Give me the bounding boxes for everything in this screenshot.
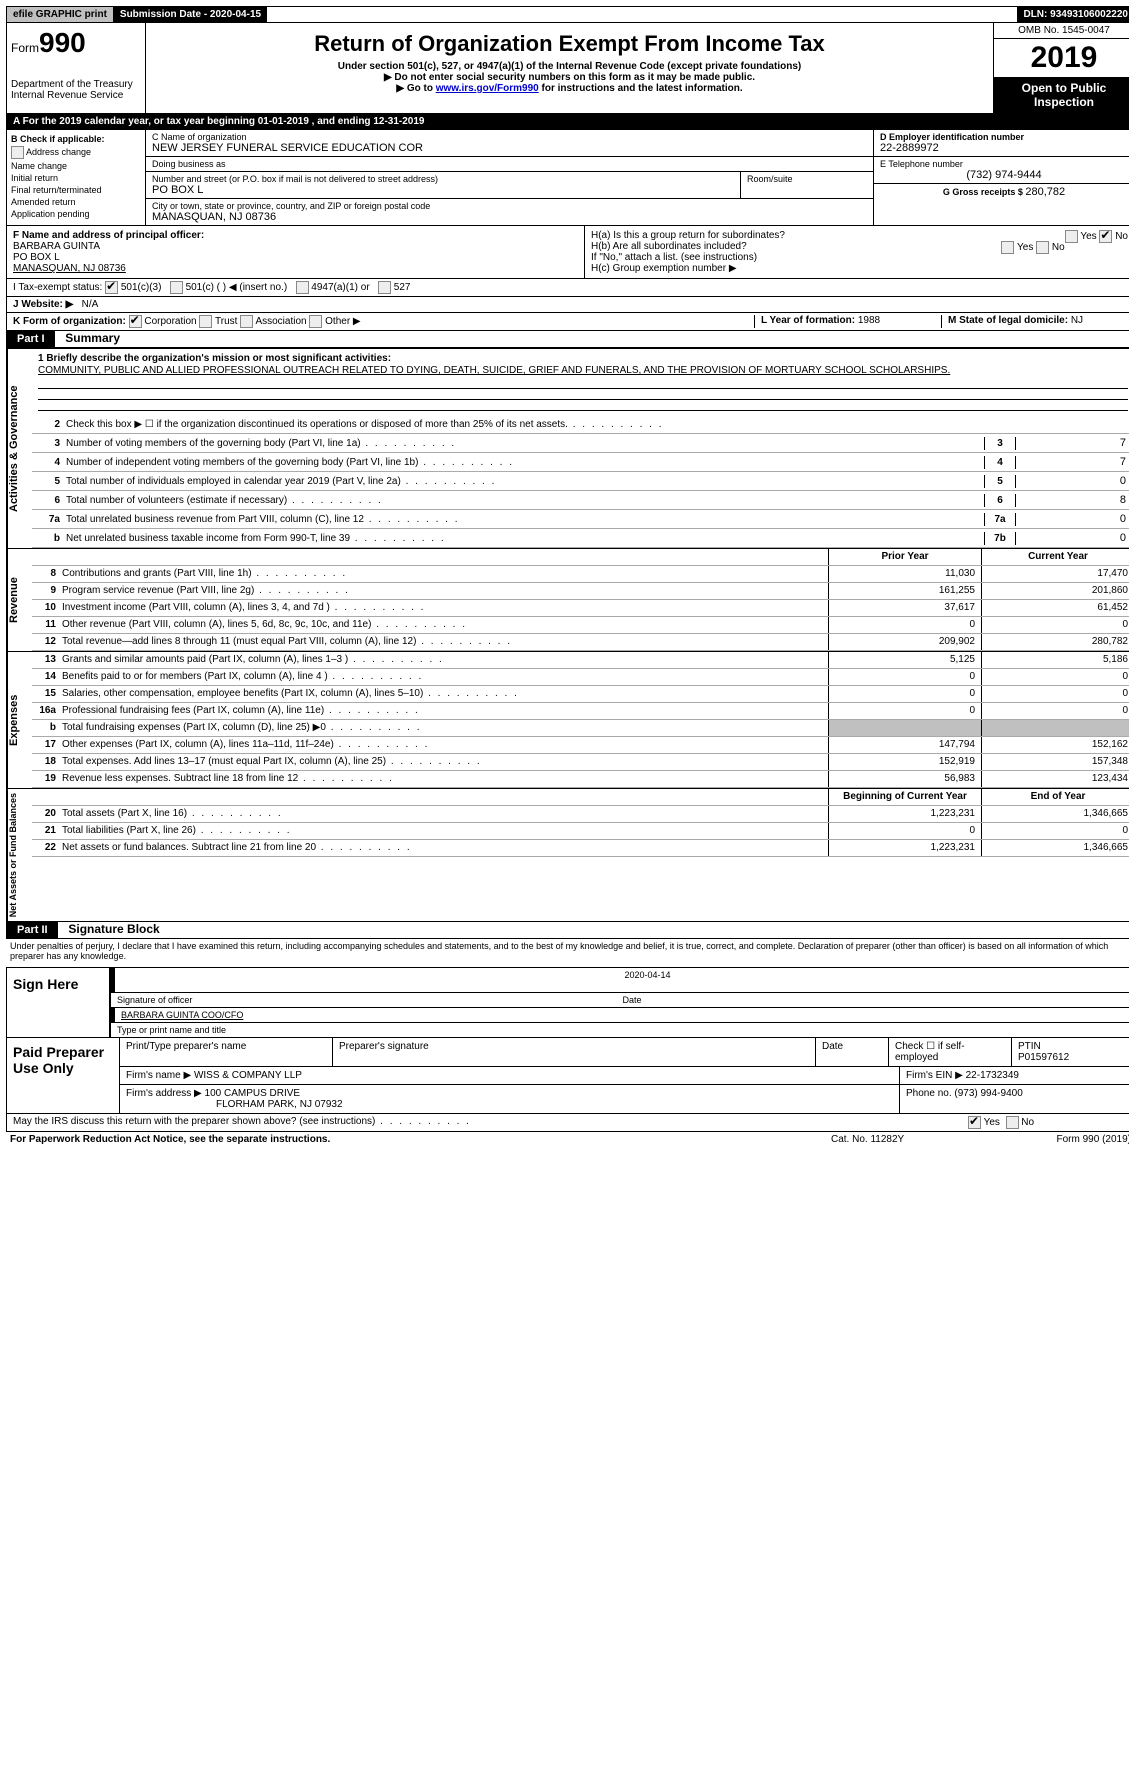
perjury-text: Under penalties of perjury, I declare th… xyxy=(6,939,1129,963)
website-row: J Website: ▶ N/A xyxy=(6,297,1129,313)
dln: DLN: 93493106002220 xyxy=(1017,7,1129,22)
check-icon[interactable] xyxy=(1099,230,1112,243)
entity-section: B Check if applicable: Address change Na… xyxy=(6,130,1129,226)
header-center: Return of Organization Exempt From Incom… xyxy=(146,23,993,113)
netassets-section: Net Assets or Fund Balances Beginning of… xyxy=(6,789,1129,922)
check-icon[interactable] xyxy=(105,281,118,294)
submission-date: Submission Date - 2020-04-15 xyxy=(114,7,267,22)
discuss-row: May the IRS discuss this return with the… xyxy=(6,1114,1129,1132)
header-right: OMB No. 1545-0047 2019 Open to Public In… xyxy=(993,23,1129,113)
box-d-e-g: D Employer identification number 22-2889… xyxy=(873,130,1129,225)
sign-here: Sign Here 2020-04-14 Signature of office… xyxy=(6,967,1129,1038)
period-row: A For the 2019 calendar year, or tax yea… xyxy=(6,114,1129,130)
activities-governance: Activities & Governance 1 Briefly descri… xyxy=(6,348,1129,549)
check-icon[interactable] xyxy=(11,146,24,159)
form-header: Form990 Department of the Treasury Inter… xyxy=(6,23,1129,114)
form-title: Return of Organization Exempt From Incom… xyxy=(150,31,989,57)
box-c: C Name of organization NEW JERSEY FUNERA… xyxy=(146,130,873,225)
box-b: B Check if applicable: Address change Na… xyxy=(7,130,146,225)
top-bar: efile GRAPHIC print Submission Date - 20… xyxy=(6,6,1129,23)
expenses-section: Expenses 13Grants and similar amounts pa… xyxy=(6,652,1129,789)
part2-bar: Part II xyxy=(7,922,58,938)
irs-link[interactable]: www.irs.gov/Form990 xyxy=(436,83,539,94)
header-left: Form990 Department of the Treasury Inter… xyxy=(7,23,146,113)
footer: For Paperwork Reduction Act Notice, see … xyxy=(6,1132,1129,1147)
part1-bar: Part I xyxy=(7,331,55,347)
check-icon[interactable] xyxy=(129,315,142,328)
section-f-h: F Name and address of principal officer:… xyxy=(6,226,1129,279)
k-l-m-row: K Form of organization: Corporation Trus… xyxy=(6,313,1129,331)
efile-label: efile GRAPHIC print xyxy=(7,7,114,22)
tax-exempt-row: I Tax-exempt status: 501(c)(3) 501(c) ( … xyxy=(6,279,1129,297)
revenue-section: Revenue Prior Year Current Year 8Contrib… xyxy=(6,549,1129,652)
check-icon[interactable] xyxy=(968,1116,981,1129)
paid-preparer: Paid Preparer Use Only Print/Type prepar… xyxy=(6,1038,1129,1114)
